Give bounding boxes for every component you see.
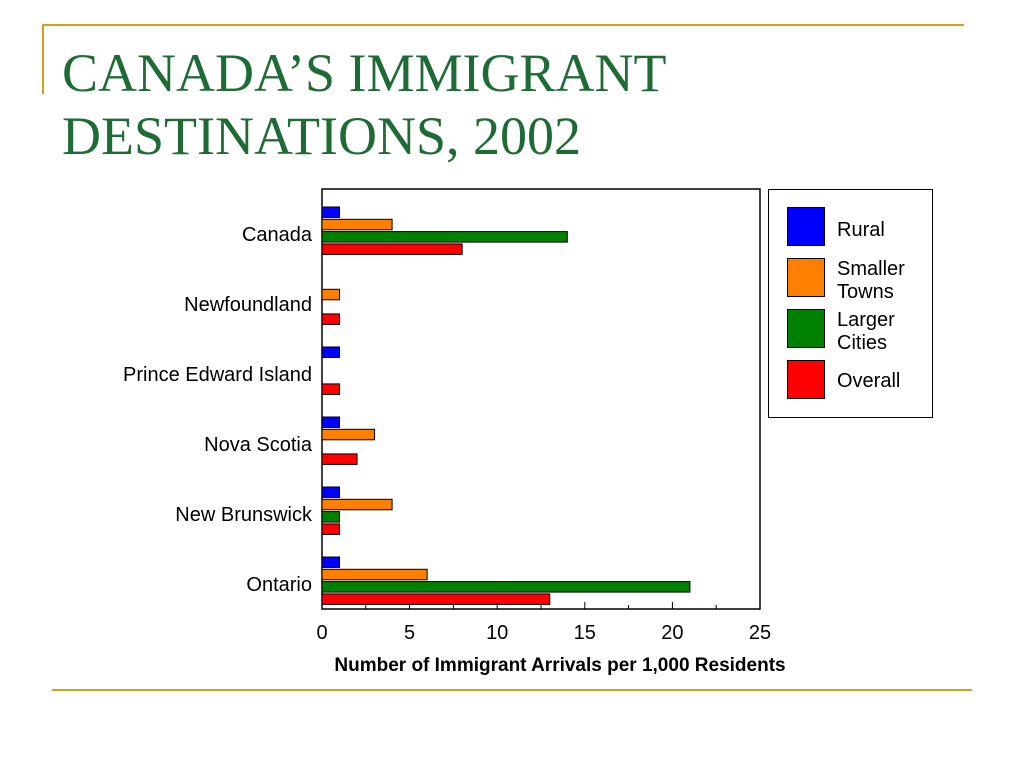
bar-new-brunswick-rural — [321, 486, 341, 498]
x-tick-label-0: 0 — [316, 622, 327, 644]
legend-swatch-rural — [787, 207, 825, 246]
y-tick-label-ontario: Ontario — [246, 574, 312, 596]
bar-new-brunswick-larger-cities — [321, 511, 341, 523]
bar-nova-scotia-overall — [321, 453, 358, 465]
bar-prince-edward-island-overall — [321, 383, 341, 395]
x-tick-label-15: 15 — [574, 622, 596, 644]
bar-new-brunswick-smaller-towns — [321, 498, 393, 511]
top-rule — [42, 24, 964, 26]
bar-canada-rural — [321, 206, 341, 218]
y-tick-label-new-brunswick: New Brunswick — [175, 504, 313, 526]
bar-prince-edward-island-rural — [321, 346, 341, 358]
bar-canada-larger-cities — [321, 231, 568, 243]
legend-label-overall: Overall — [837, 370, 901, 392]
bar-ontario-rural — [321, 556, 341, 568]
bar-ontario-overall — [321, 593, 551, 605]
bar-nova-scotia-smaller-towns — [321, 428, 376, 441]
y-tick-label-prince-edward-island: Prince Edward Island — [123, 364, 312, 386]
bottom-rule — [52, 689, 972, 691]
x-tick-label-10: 10 — [486, 622, 508, 644]
y-tick-label-newfoundland: Newfoundland — [184, 294, 312, 316]
left-rule — [42, 24, 44, 94]
x-axis-title: Number of Immigrant Arrivals per 1,000 R… — [334, 655, 785, 676]
legend-swatch-overall — [787, 360, 825, 399]
bar-ontario-smaller-towns — [321, 568, 428, 581]
bar-new-brunswick-overall — [321, 523, 341, 535]
y-tick-label-nova-scotia: Nova Scotia — [204, 434, 313, 456]
title-line-1: CANADA’S IMMIGRANT — [62, 43, 667, 103]
legend-label-larger-cities: Larger Cities — [837, 309, 895, 354]
legend-label-smaller-towns: Smaller Towns — [837, 258, 905, 303]
bar-newfoundland-smaller-towns — [321, 288, 341, 301]
bar-canada-smaller-towns — [321, 218, 393, 231]
y-tick-label-canada: Canada — [242, 224, 313, 246]
title-line-2: DESTINATIONS, 2002 — [62, 106, 581, 166]
bar-nova-scotia-rural — [321, 416, 341, 428]
x-tick-label-5: 5 — [404, 622, 415, 644]
slide-title: CANADA’S IMMIGRANT DESTINATIONS, 2002 — [62, 42, 962, 168]
chart-legend: Rural Smaller Towns Larger Cities Overal… — [768, 189, 933, 418]
legend-swatch-smaller-towns — [787, 258, 825, 297]
x-tick-label-25: 25 — [749, 622, 771, 644]
bar-ontario-larger-cities — [321, 581, 691, 593]
bar-canada-overall — [321, 243, 463, 255]
x-tick-label-20: 20 — [661, 622, 683, 644]
bar-newfoundland-overall — [321, 313, 341, 325]
legend-label-rural: Rural — [837, 219, 885, 241]
legend-swatch-larger-cities — [787, 309, 825, 348]
